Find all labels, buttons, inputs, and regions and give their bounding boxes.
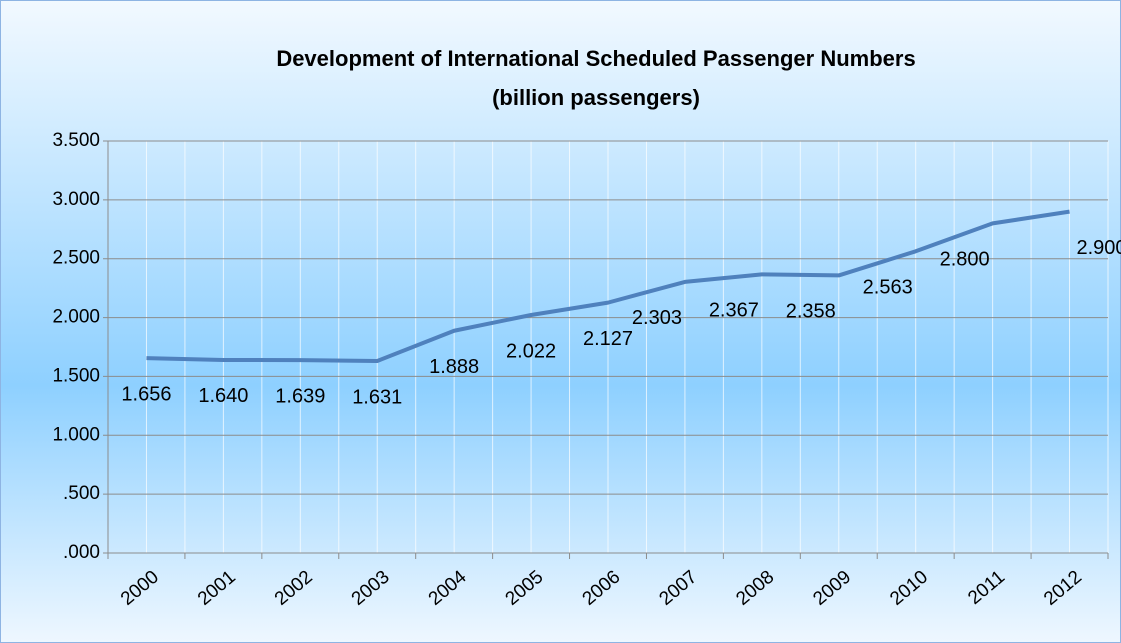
data-label: 2.358 — [786, 301, 836, 323]
data-label: 2.303 — [632, 307, 682, 329]
data-label: 2.127 — [583, 328, 633, 350]
y-tick-label: 3.500 — [52, 130, 100, 151]
y-tick-label: .000 — [63, 542, 100, 563]
chart-title: Development of International Scheduled P… — [276, 46, 915, 71]
data-label: 1.888 — [429, 356, 479, 378]
y-tick-label: 1.000 — [52, 424, 100, 445]
y-tick-label: 2.000 — [52, 307, 100, 328]
data-label: 2.800 — [940, 249, 990, 271]
data-label: 2.900 — [1077, 237, 1121, 259]
y-tick-label: 3.000 — [52, 189, 100, 210]
data-label: 1.631 — [352, 386, 402, 408]
y-tick-label: 1.500 — [52, 365, 100, 386]
chart-subtitle: (billion passengers) — [492, 85, 700, 110]
data-label: 1.640 — [198, 385, 248, 407]
data-label: 1.639 — [275, 385, 325, 407]
data-label: 2.022 — [506, 340, 556, 362]
data-label: 1.656 — [121, 383, 171, 405]
data-label: 2.563 — [863, 277, 913, 299]
y-tick-label: .500 — [63, 483, 100, 504]
y-tick-label: 2.500 — [52, 248, 100, 269]
data-label: 2.367 — [709, 300, 759, 322]
data-line — [146, 209, 1070, 364]
